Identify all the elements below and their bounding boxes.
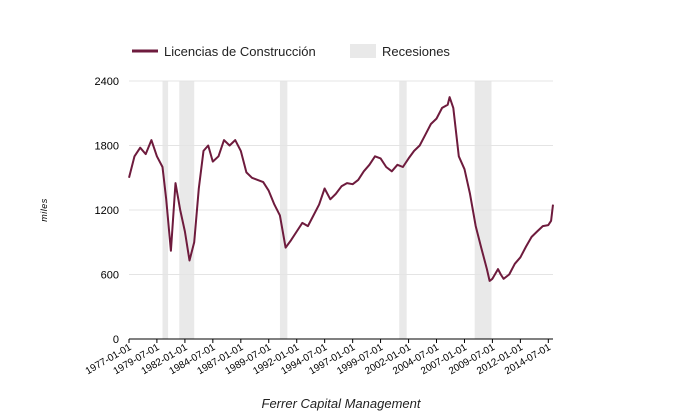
legend-label-series: Licencias de Construcción xyxy=(164,44,316,59)
series-line xyxy=(128,96,554,282)
legend: Licencias de Construcción Recesiones xyxy=(132,44,450,59)
gridlines xyxy=(129,80,553,275)
x-axis-label: Ferrer Capital Management xyxy=(262,396,422,411)
legend-label-recessions: Recesiones xyxy=(382,44,450,59)
y-axis-label: miles xyxy=(39,198,49,222)
y-tick-label: 600 xyxy=(101,270,119,282)
series-layer xyxy=(128,96,554,282)
y-tick-label: 2400 xyxy=(95,76,119,88)
y-tick-label: 1800 xyxy=(95,141,119,153)
y-tick-label: 1200 xyxy=(95,205,119,217)
y-tick-label: 0 xyxy=(113,334,119,346)
legend-recession-swatch xyxy=(350,44,376,58)
